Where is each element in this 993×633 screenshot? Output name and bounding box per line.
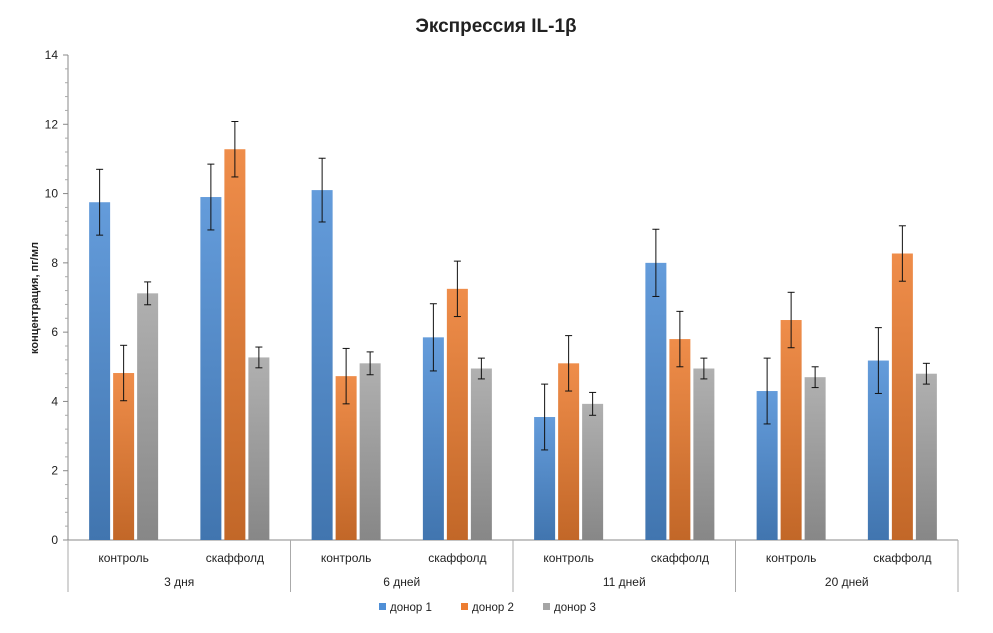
bar <box>359 363 381 540</box>
y-tick-label: 2 <box>51 464 58 478</box>
bar <box>645 262 667 540</box>
bar <box>89 202 111 540</box>
legend-swatch <box>461 603 468 610</box>
legend: донор 1 донор 2 донор 3 <box>379 602 596 614</box>
x-group-label: 3 дня <box>164 575 194 589</box>
bar <box>756 391 778 540</box>
x-category-label: скаффолд <box>428 551 486 565</box>
bar <box>780 320 802 540</box>
bar <box>693 368 715 540</box>
bar <box>867 360 889 540</box>
x-category-label: скаффолд <box>873 551 931 565</box>
bar <box>113 373 135 540</box>
x-group-label: 6 дней <box>383 575 420 589</box>
y-tick-label: 14 <box>45 48 59 62</box>
bar <box>470 368 492 540</box>
bar <box>534 417 556 540</box>
bar <box>582 403 604 540</box>
plot-area: 0 2 4 6 8 10 12 14 контроль скаффолд 3 дня контроль… <box>45 48 959 592</box>
bar <box>311 190 333 540</box>
x-group-label: 20 дней <box>825 575 869 589</box>
bar <box>446 288 468 540</box>
bar <box>891 253 913 540</box>
y-tick-label: 10 <box>45 187 59 201</box>
bar <box>558 363 580 540</box>
bar <box>335 376 357 540</box>
x-category-label: контроль <box>98 551 149 565</box>
chart-title: Экспрессия IL-1β <box>415 16 576 37</box>
x-category-label: скаффолд <box>651 551 709 565</box>
x-group-label: 11 дней <box>603 575 646 589</box>
legend-label: донор 2 <box>472 602 514 614</box>
bar <box>137 293 159 540</box>
bar <box>224 149 246 540</box>
bar <box>804 377 826 540</box>
x-category-label: скаффолд <box>206 551 264 565</box>
x-category-label: контроль <box>321 551 372 565</box>
bar <box>915 373 937 540</box>
y-tick-label: 4 <box>51 394 58 408</box>
bar <box>248 357 270 540</box>
legend-label: донор 1 <box>390 602 432 614</box>
legend-label: донор 3 <box>554 602 596 614</box>
y-tick-label: 8 <box>51 256 58 270</box>
y-tick-label: 12 <box>45 117 59 131</box>
legend-swatch <box>543 603 550 610</box>
bar <box>200 197 222 541</box>
x-category-label: контроль <box>543 551 594 565</box>
y-axis-label: концентрация, пг/мл <box>29 242 41 354</box>
bar <box>669 339 691 540</box>
bar <box>422 337 444 540</box>
y-tick-label: 6 <box>51 325 58 339</box>
x-category-label: контроль <box>766 551 817 565</box>
legend-swatch <box>379 603 386 610</box>
y-tick-label: 0 <box>51 533 58 547</box>
